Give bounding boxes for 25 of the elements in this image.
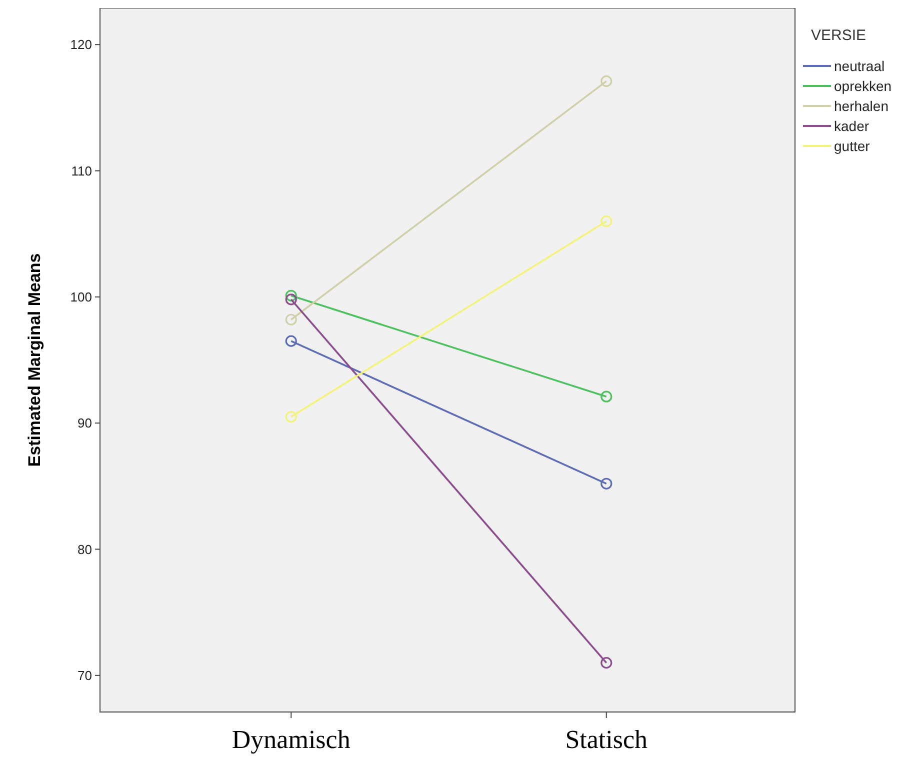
y-tick-label: 90	[78, 416, 92, 431]
point	[285, 410, 297, 423]
y-axis-title: Estimated Marginal Means	[25, 253, 44, 467]
point	[285, 294, 297, 306]
x-tick-label: Statisch	[565, 725, 648, 754]
legend-label: neutraal	[834, 58, 885, 74]
y-tick-label: 80	[78, 542, 92, 557]
x-tick-label: Dynamisch	[232, 725, 350, 754]
legend-label: herhalen	[834, 98, 888, 114]
y-tick-label: 100	[70, 289, 92, 304]
point	[285, 314, 297, 326]
legend-label: kader	[834, 118, 870, 134]
point	[600, 478, 612, 490]
point	[600, 656, 612, 669]
legend-label: gutter	[834, 138, 870, 154]
point	[285, 290, 297, 302]
point	[285, 335, 297, 347]
legend-title: VERSIE	[811, 27, 866, 44]
legend-label: oprekken	[834, 78, 892, 94]
point	[600, 215, 612, 228]
point	[600, 390, 612, 402]
point	[600, 75, 612, 87]
y-tick-label: 70	[78, 668, 92, 683]
y-tick-label: 110	[71, 163, 92, 178]
y-tick-label: 120	[70, 37, 92, 52]
